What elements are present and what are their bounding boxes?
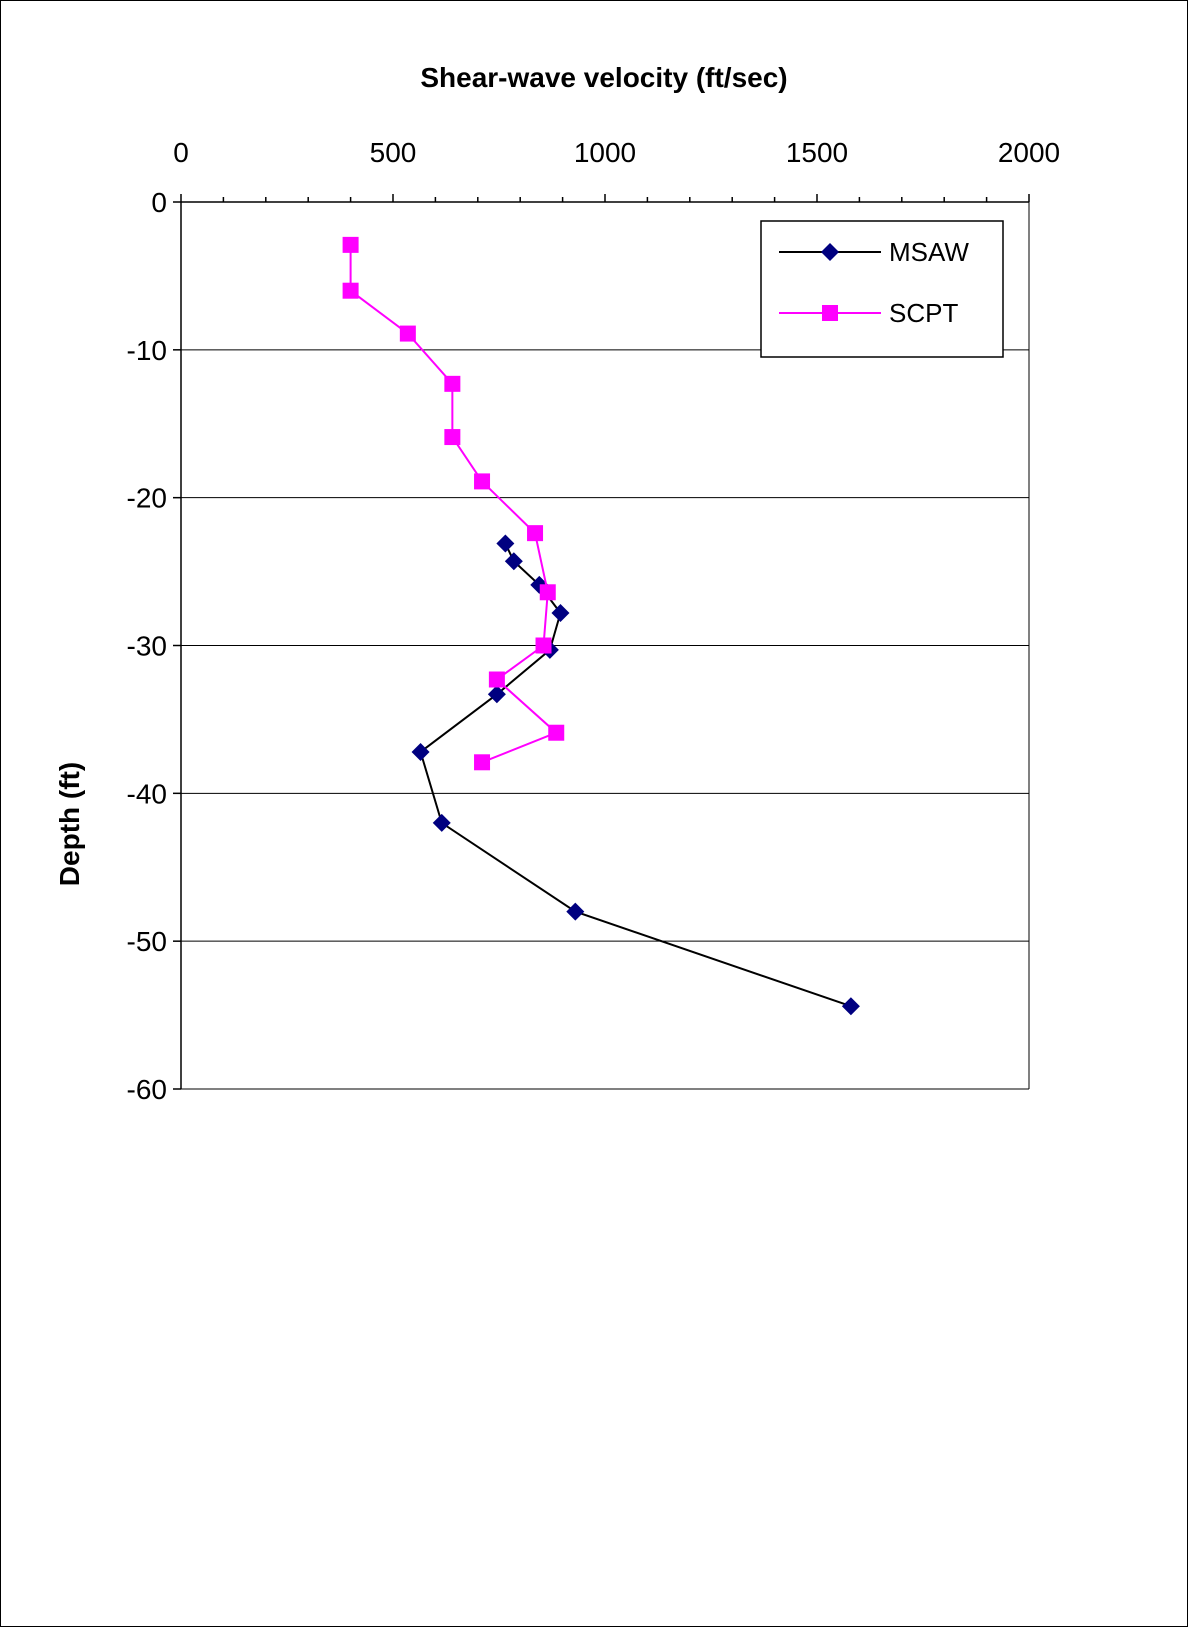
- data-point-msaw: [487, 685, 506, 704]
- x-tick-label: 500: [370, 137, 417, 168]
- legend: MSAW SCPT: [760, 220, 1004, 358]
- series-layer: [342, 236, 860, 1016]
- data-point-msaw: [841, 997, 860, 1016]
- data-point-msaw: [551, 603, 570, 622]
- data-point-msaw: [566, 902, 585, 921]
- data-point-scpt: [535, 637, 552, 654]
- data-point-scpt: [474, 754, 491, 771]
- legend-msaw-marker: [821, 243, 839, 261]
- y-tick-label: -40: [127, 778, 167, 809]
- data-point-msaw: [496, 534, 515, 553]
- data-point-scpt: [548, 724, 565, 741]
- data-point-scpt: [444, 429, 461, 446]
- legend-label-msaw: MSAW: [889, 237, 969, 267]
- data-point-scpt: [527, 525, 544, 542]
- data-point-scpt: [399, 325, 416, 342]
- x-tick-label: 2000: [998, 137, 1060, 168]
- legend-label-scpt: SCPT: [889, 298, 958, 328]
- y-tick-label: -10: [127, 335, 167, 366]
- y-axis-title: Depth (ft): [54, 762, 85, 886]
- x-tick-label: 0: [173, 137, 189, 168]
- x-tick-label: 1500: [786, 137, 848, 168]
- y-tick-label: -20: [127, 483, 167, 514]
- data-point-scpt: [488, 671, 505, 688]
- data-point-scpt: [539, 584, 556, 601]
- data-point-scpt: [342, 282, 359, 299]
- data-point-scpt: [474, 473, 491, 490]
- legend-scpt-marker: [822, 305, 838, 321]
- legend-box: [760, 220, 1004, 358]
- y-tick-label: -30: [127, 631, 167, 662]
- data-point-scpt: [444, 375, 461, 392]
- data-point-msaw: [504, 552, 523, 571]
- series-line-msaw: [419, 543, 852, 1008]
- data-point-scpt: [342, 236, 359, 253]
- y-tick-label: -60: [127, 1074, 167, 1105]
- data-point-msaw: [411, 742, 430, 761]
- x-axis-title: Shear-wave velocity (ft/sec): [420, 62, 787, 93]
- series-line-scpt: [349, 244, 559, 764]
- axis-layer: 0 -10 -20 -30 -40 -50 -60 0 500 1000 1500 2000: [127, 137, 1061, 1105]
- data-point-msaw: [432, 813, 451, 832]
- grid-layer: [181, 202, 1030, 1090]
- y-tick-label: 0: [151, 187, 167, 218]
- x-tick-label: 1000: [574, 137, 636, 168]
- y-tick-label: -50: [127, 926, 167, 957]
